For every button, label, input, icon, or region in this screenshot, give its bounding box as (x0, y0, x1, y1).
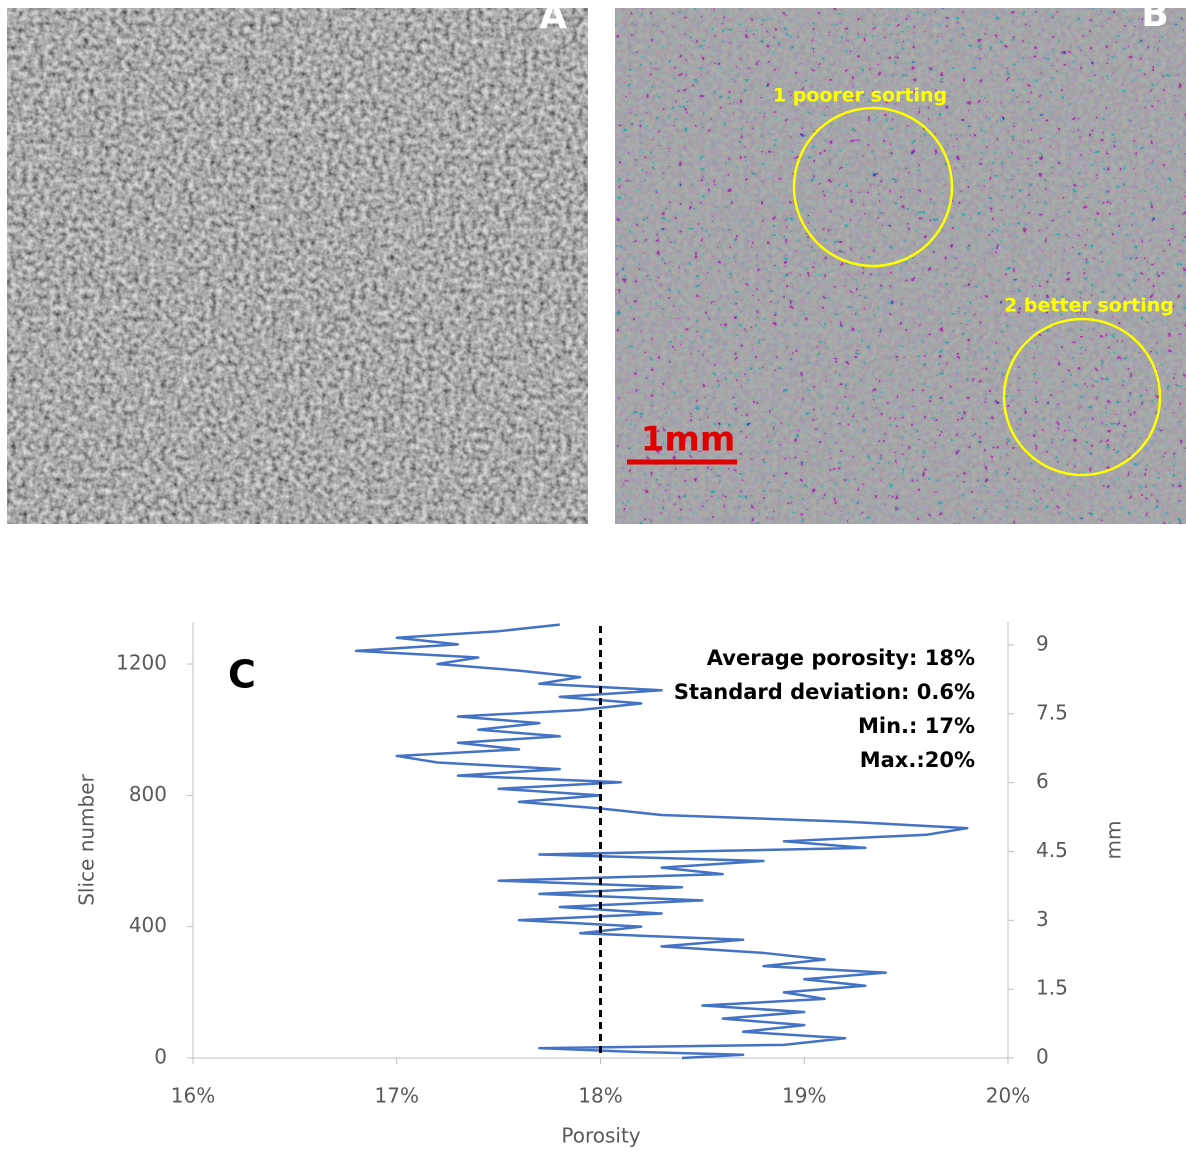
annotation: 1 poorer sorting (773, 85, 947, 107)
y-tick-label: 1200 (116, 651, 167, 675)
x-tick-label: 19% (782, 1084, 826, 1108)
y2-tick-label: 4.5 (1036, 838, 1068, 862)
panel-label: C (228, 653, 256, 697)
stat-annotation: Min.: 17% (858, 714, 975, 738)
y-tick-label: 400 (129, 913, 167, 937)
highlight-circle (792, 106, 954, 268)
stat-annotation: Max.:20% (860, 748, 975, 772)
y2-tick-label: 6 (1036, 769, 1049, 793)
ct-image-b (615, 8, 1186, 524)
y2-tick-label: 9 (1036, 631, 1049, 655)
x-tick-label: 20% (986, 1084, 1030, 1108)
x-tick-label: 16% (171, 1084, 215, 1108)
stat-annotation: Standard deviation: 0.6% (674, 680, 975, 704)
stat-annotation: Average porosity: 18% (707, 646, 975, 670)
x-axis-label: Porosity (561, 1124, 640, 1148)
y-axis-label: Slice number (75, 773, 99, 905)
y-tick-label: 0 (154, 1045, 167, 1069)
y2-tick-label: 3 (1036, 907, 1049, 931)
ct-image-a (7, 8, 588, 524)
y-tick-label: 800 (129, 782, 167, 806)
y2-axis-label: mm (1102, 821, 1126, 860)
panel-label: B (1141, 0, 1168, 35)
x-tick-label: 18% (578, 1084, 622, 1108)
y2-tick-label: 1.5 (1036, 976, 1068, 1000)
y2-tick-label: 7.5 (1036, 700, 1068, 724)
scale-bar-label: 1mm (641, 420, 736, 460)
y2-tick-label: 0 (1036, 1045, 1049, 1069)
panel-label: A (539, 0, 567, 37)
highlight-circle (1002, 317, 1162, 477)
x-tick-label: 17% (375, 1084, 419, 1108)
porosity-line (354, 623, 969, 1060)
annotation: 2 better sorting (1004, 295, 1174, 317)
